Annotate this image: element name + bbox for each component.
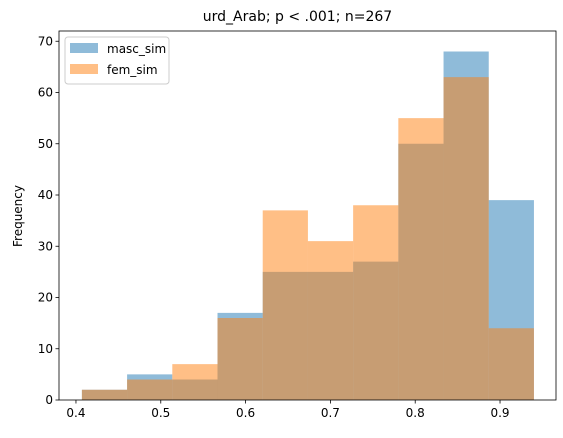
y-tick-label: 10 [38, 342, 53, 356]
y-tick-label: 0 [45, 393, 53, 407]
bar-fem_sim-7 [398, 118, 444, 401]
y-tick-label: 40 [38, 188, 53, 202]
y-tick-label: 30 [38, 239, 53, 253]
x-tick-label: 0.6 [236, 406, 255, 420]
bar-fem_sim-8 [443, 77, 489, 401]
x-tick-label: 0.8 [406, 406, 425, 420]
bar-fem_sim-3 [217, 318, 263, 400]
bar-fem_sim-6 [353, 205, 399, 400]
legend-label-fem_sim: fem_sim [107, 63, 158, 77]
x-tick-label: 0.7 [321, 406, 340, 420]
plot-frame [58, 30, 557, 401]
x-tick-label: 0.9 [490, 406, 509, 420]
axes-layer: 0.4 0.5 0.6 0.7 0.8 0.9 0 10 20 30 40 50 60 70 [38, 30, 557, 420]
chart-title: urd_Arab; p < .001; n=267 [203, 9, 392, 25]
legend-swatch-fem_sim [70, 64, 98, 74]
x-tick-label: 0.4 [66, 406, 85, 420]
bar-fem_sim-4 [262, 210, 308, 400]
bar-fem_sim-9 [488, 328, 534, 400]
bar-fem_sim-2 [172, 364, 218, 401]
legend: masc_sim fem_sim [64, 36, 170, 85]
y-axis-label: Frequency [11, 185, 25, 247]
legend-label-masc_sim: masc_sim [107, 42, 166, 56]
bar-fem_sim-1 [127, 379, 173, 400]
bars-layer [81, 51, 534, 401]
y-tick-label: 60 [38, 86, 53, 100]
x-tick-label: 0.5 [151, 406, 170, 420]
y-tick-label: 20 [38, 291, 53, 305]
bar-fem_sim-5 [307, 241, 354, 401]
y-tick-label: 70 [38, 34, 53, 48]
y-tick-label: 50 [38, 137, 53, 151]
legend-swatch-masc_sim [70, 43, 98, 53]
bar-fem_sim-0 [81, 389, 128, 400]
